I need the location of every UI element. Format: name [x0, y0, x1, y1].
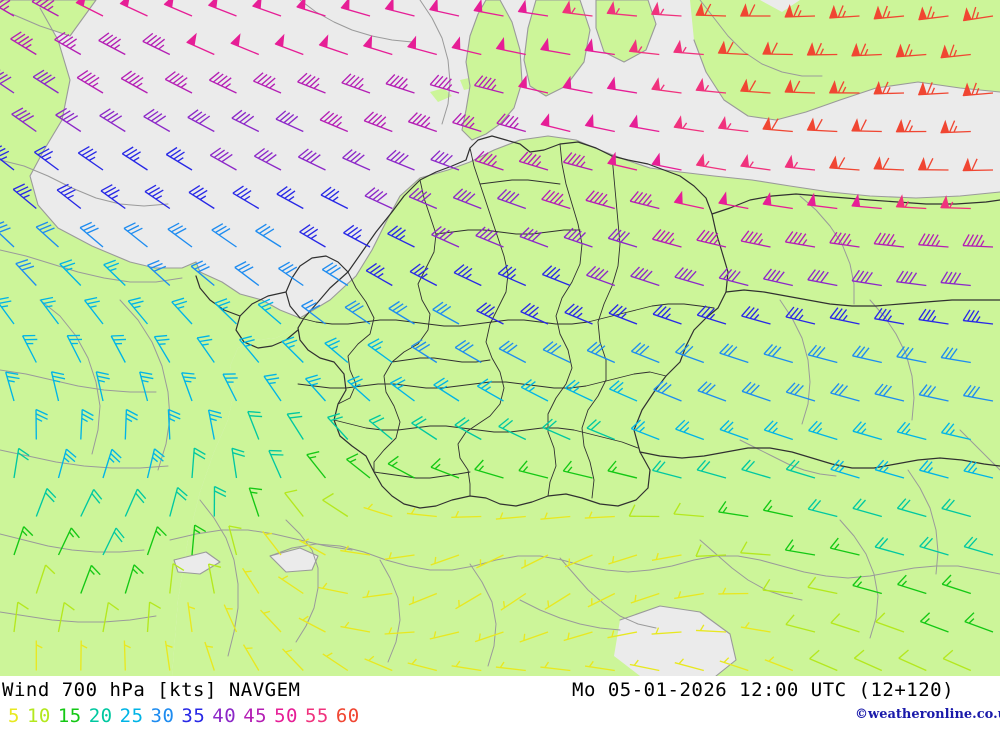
copyright-credit: ©weatheronline.co.uk	[855, 707, 1000, 722]
legend-entry-45: 45	[243, 705, 268, 727]
wind-map-canvas[interactable]	[0, 0, 1000, 676]
wind-barb-field	[0, 0, 994, 672]
legend-entry-5: 5	[8, 705, 20, 727]
legend-entry-60: 60	[335, 705, 360, 727]
legend-entry-40: 40	[212, 705, 237, 727]
map-svg	[0, 0, 1000, 676]
legend-entry-20: 20	[88, 705, 113, 727]
legend-entry-30: 30	[150, 705, 175, 727]
legend-entry-50: 50	[274, 705, 298, 727]
legend-entry-25: 25	[119, 705, 144, 727]
legend-entry-35: 35	[181, 705, 206, 727]
map-title: Wind 700 hPa [kts] NAVGEM	[2, 679, 301, 701]
wind-speed-legend: 5 10 15 20 25 30 35 40 45 50 55 60	[8, 705, 367, 727]
legend-entry-55: 55	[304, 705, 329, 727]
legend-entry-10: 10	[26, 705, 51, 727]
legend-entry-15: 15	[57, 705, 82, 727]
valid-time-label: Mo 05-01-2026 12:00 UTC (12+120)	[572, 679, 955, 701]
country-border-lines	[195, 135, 1000, 509]
map-footer: Wind 700 hPa [kts] NAVGEM Mo 05-01-2026 …	[0, 676, 1000, 733]
